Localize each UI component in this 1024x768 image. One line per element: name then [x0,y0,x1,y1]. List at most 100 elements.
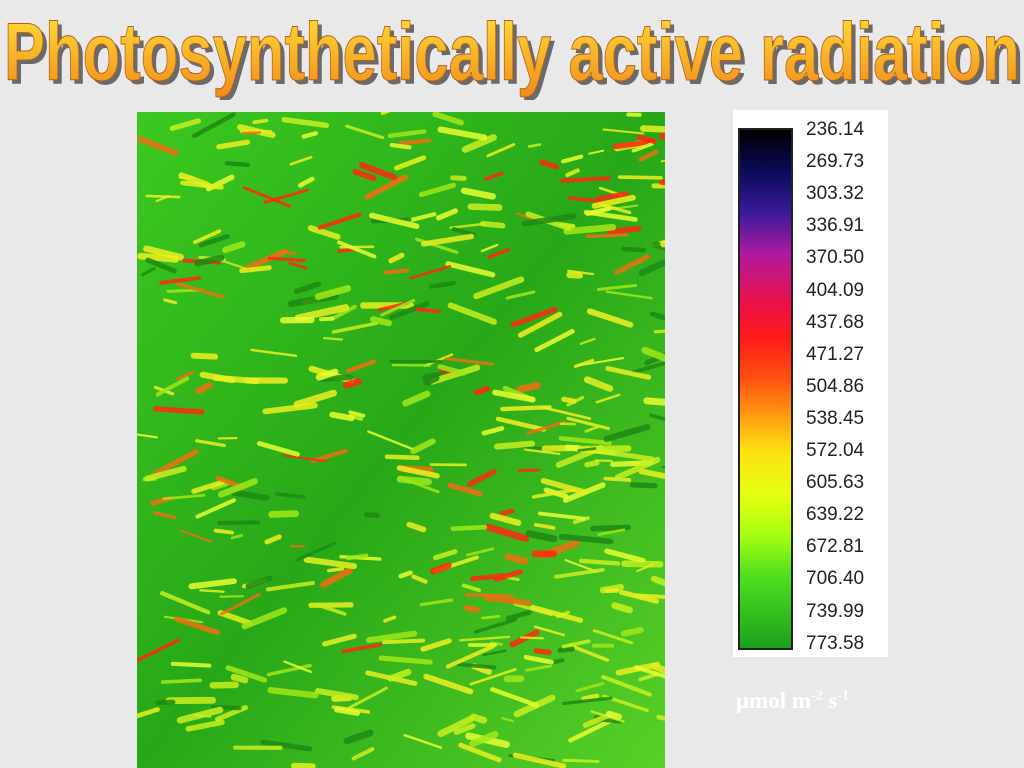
terrain-streak [406,521,427,533]
terrain-streak [319,567,353,588]
terrain-streak [604,548,646,564]
terrain-streak [364,174,409,201]
title: Photosynthetically active radiation [4,7,1020,98]
legend-label: 370.50 [806,247,865,269]
terrain-streak [484,523,530,543]
terrain-streak [176,706,224,724]
terrain-streak [396,475,432,486]
legend-label: 269.73 [806,151,865,173]
terrain-streak [650,662,665,674]
terrain-streak [319,316,335,322]
terrain-streak [460,187,496,200]
terrain-streak [505,609,532,621]
terrain-streak [614,456,661,481]
terrain-streak [152,511,177,520]
title-svg: Photosynthetically active radiation Phot… [4,7,1024,101]
terrain-streak [523,654,554,665]
terrain-streak [649,413,665,421]
terrain-streak [274,492,306,499]
terrain-streak [581,693,600,702]
terrain-streak [262,402,318,415]
terrain-streak [638,149,659,162]
terrain-streak [380,298,416,317]
terrain-streak [345,553,369,561]
terrain-streak [597,528,626,536]
terrain-streak [659,132,665,140]
terrain-streak [174,616,221,636]
terrain-streak [315,368,339,381]
terrain-streak [367,430,415,451]
terrain-streak [495,416,547,432]
terrain-streak [591,194,636,209]
terrain-streak [163,298,178,305]
terrain-streak [287,292,339,308]
title-shadow: Photosynthetically active radiation [8,11,1024,100]
terrain-streak [418,182,457,198]
terrain-streak [557,646,575,653]
terrain-streak [140,267,156,277]
terrain-streak [289,155,313,166]
terrain-streak [449,222,487,230]
terrain-streak [260,739,313,752]
terrain-streak [614,254,650,275]
terrain-streak [650,575,665,587]
terrain-streak [541,406,592,420]
terrain-streak [420,638,452,652]
terrain-streak [505,290,536,300]
terrain-streak [145,257,177,274]
terrain-streak [301,131,319,139]
terrain-streak [185,719,225,732]
terrain-streak [152,406,205,415]
legend-label: 504.86 [806,375,865,397]
terrain-streak [465,547,495,557]
terrain-streak [467,468,497,487]
terrain-streak [577,447,597,452]
terrain-streak [605,450,655,462]
terrain-streak [458,742,502,763]
terrain-streak [331,321,378,334]
terrain-streak [521,213,577,227]
terrain-streak [322,633,357,647]
terrain-streak [473,617,518,634]
terrain-streak [264,534,282,545]
terrain-streak [601,675,652,697]
terrain-streak [303,556,358,570]
terrain-streak [423,374,440,386]
terrain-streak [394,155,427,171]
terrain-streak [245,575,273,589]
terrain-streak [137,707,160,719]
terrain-streak [387,129,427,139]
terrain-streak [660,241,665,248]
terrain-streak [162,493,206,501]
terrain-streak [281,454,328,463]
terrain-streak [643,397,665,406]
terrain-streak [589,524,631,532]
unit-label: μmol m-2 s-1 [736,688,849,714]
terrain-streak [520,636,544,640]
terrain-streak [209,681,239,689]
terrain-streak [237,124,276,139]
unit-exp: -2 [811,688,823,704]
terrain-streak [481,425,505,436]
terrain-streak [195,439,226,448]
terrain-streak [463,604,480,614]
terrain-streak [533,625,565,637]
terrain-streak [575,682,605,693]
terrain-streak [578,558,621,566]
terrain-streak [493,569,523,582]
terrain-streak [194,254,225,267]
terrain-streak [351,747,375,761]
legend-label: 236.14 [806,119,865,140]
terrain-streak [213,528,234,535]
terrain-streak [330,304,357,321]
legend-label: 605.63 [806,472,865,494]
terrain-streak [486,143,516,158]
terrain-streak [586,308,634,328]
terrain-streak [563,223,617,235]
terrain-streak [192,229,222,245]
legend-label: 773.58 [806,632,865,654]
terrain-streak [297,176,315,188]
terrain-streak [492,389,536,403]
terrain-streak [489,512,522,526]
terrain-streak [636,563,654,573]
